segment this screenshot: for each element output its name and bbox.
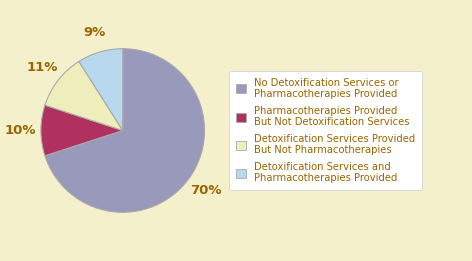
Wedge shape [41,105,123,156]
Text: 11%: 11% [26,61,58,74]
Wedge shape [79,49,123,130]
Text: 10%: 10% [5,124,36,137]
Legend: No Detoxification Services or
Pharmacotherapies Provided, Pharmacotherapies Prov: No Detoxification Services or Pharmacoth… [229,70,422,191]
Text: 9%: 9% [83,26,105,39]
Text: 70%: 70% [190,184,221,197]
Wedge shape [45,49,204,212]
Wedge shape [45,61,123,130]
